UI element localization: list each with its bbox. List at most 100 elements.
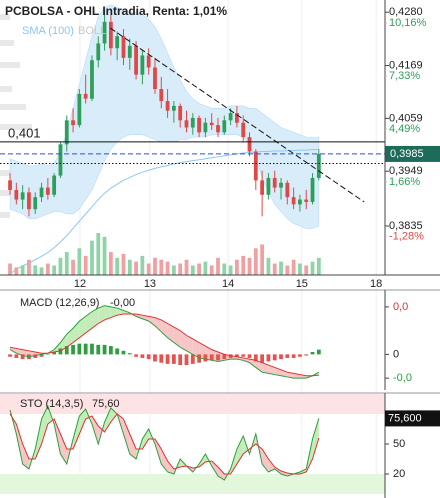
volume-bar — [121, 254, 126, 275]
profile-bar — [0, 104, 26, 110]
fill-between — [91, 308, 99, 329]
value-box-label: 75,600 — [388, 412, 422, 424]
candle-body — [279, 182, 283, 188]
candle-body — [146, 55, 151, 68]
histogram-bar — [134, 354, 138, 357]
candle-body — [247, 137, 252, 152]
fill-between — [161, 449, 168, 472]
volume-bar — [52, 265, 57, 275]
volume-bar — [20, 265, 25, 275]
volume-bar — [134, 261, 138, 275]
volume-bar — [310, 261, 315, 275]
volume-bar — [266, 257, 271, 275]
histogram-bar — [64, 346, 69, 355]
volume-bar — [316, 257, 321, 275]
fill-between — [79, 316, 86, 338]
histogram-bar — [291, 354, 296, 358]
candle-body — [27, 192, 31, 210]
candle-body — [235, 113, 239, 123]
histogram-bar — [285, 354, 290, 358]
candle-body — [127, 45, 132, 58]
histogram-bar — [39, 354, 44, 357]
histogram-bar — [20, 354, 25, 360]
histogram-bar — [127, 353, 132, 355]
volume-bar — [279, 261, 283, 275]
macd-title: MACD (12,26,9) — [20, 297, 99, 309]
volume-bar — [127, 259, 132, 275]
histogram-bar — [146, 354, 151, 360]
volume-bar — [304, 265, 309, 275]
profile-bar — [0, 170, 18, 176]
candle-body — [203, 122, 208, 133]
indicator-line — [9, 413, 320, 475]
candle-body — [77, 93, 82, 126]
histogram-bar — [222, 354, 227, 360]
volume-bar — [241, 255, 246, 275]
profile-bar — [0, 40, 14, 46]
candle-body — [241, 122, 246, 138]
candle-body — [260, 180, 265, 195]
x-tick-label: 13 — [144, 278, 156, 290]
histogram-bar — [96, 344, 101, 355]
indicator-line — [9, 313, 319, 377]
volume-bar — [216, 257, 220, 275]
candle-body — [266, 177, 271, 195]
histogram-bar — [14, 354, 19, 358]
candle-body — [14, 189, 19, 200]
histogram-bar — [298, 354, 302, 357]
histogram-bar — [121, 350, 126, 355]
fill-between — [98, 305, 105, 324]
candle-body — [159, 89, 164, 102]
candle-body — [8, 180, 12, 190]
histogram-bar — [316, 349, 321, 355]
zone — [0, 394, 385, 414]
candle-body — [96, 43, 101, 61]
fill-between — [180, 330, 187, 351]
histogram-bar — [209, 354, 214, 361]
y-tick-label: 0,3949 — [389, 165, 423, 177]
indicator-line — [9, 404, 320, 481]
value-box — [385, 410, 440, 427]
trend-line — [109, 27, 365, 203]
profile-bar — [0, 124, 32, 130]
histogram-bar — [108, 346, 113, 355]
fill-between — [255, 360, 263, 373]
volume-bar — [285, 265, 290, 275]
fill-between — [142, 315, 149, 322]
fill-between — [85, 311, 92, 333]
histogram-bar — [272, 354, 277, 361]
y2-tick-label: 1,66% — [389, 176, 420, 188]
histogram-bar — [140, 354, 145, 358]
histogram-bar — [310, 352, 315, 355]
candle-body — [184, 120, 189, 128]
y-tick-label: -0,0 — [393, 372, 412, 384]
histogram-bar — [102, 344, 107, 355]
histogram-bar — [228, 354, 233, 358]
fill-between — [192, 338, 200, 358]
candle-body — [134, 45, 138, 75]
volume-bar — [8, 263, 12, 275]
candle-body — [209, 122, 214, 126]
volume-bar — [247, 257, 252, 275]
x-tick-label: 15 — [296, 278, 308, 290]
fill-between — [104, 408, 111, 432]
histogram-bar — [90, 343, 94, 355]
histogram-bar — [241, 354, 246, 357]
histogram-bar — [8, 354, 12, 357]
candle-body — [253, 151, 258, 181]
candle-body — [165, 101, 170, 111]
volume-bar — [298, 263, 302, 275]
volume-bar — [102, 236, 107, 275]
candle-body — [222, 120, 227, 133]
volume-bar — [115, 257, 120, 275]
fill-between — [117, 308, 124, 316]
volume-bar — [33, 265, 38, 275]
volume-bar — [108, 252, 113, 275]
volume-bar — [77, 248, 82, 275]
profile-bar — [0, 212, 10, 218]
fill-between — [104, 305, 111, 320]
candle-body — [228, 113, 233, 121]
candle-body — [108, 21, 113, 49]
fill-between — [167, 323, 174, 343]
